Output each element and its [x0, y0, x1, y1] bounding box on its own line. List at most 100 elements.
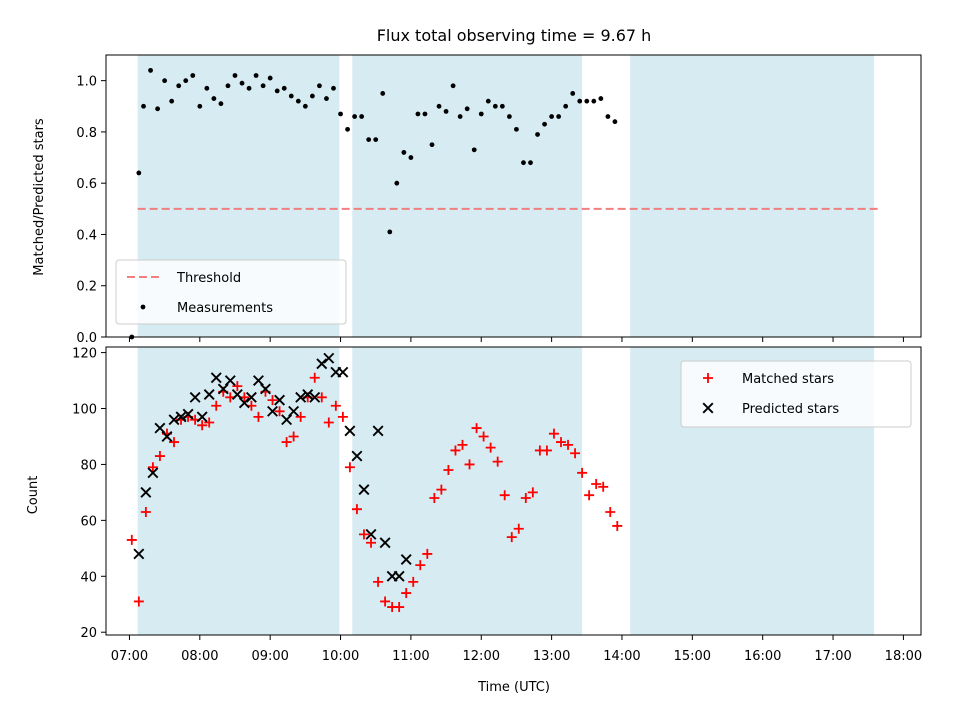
top-data-point [155, 106, 160, 112]
bottom-data-point [330, 400, 341, 411]
top-data-point [450, 83, 456, 89]
bottom-x-tick-label: 12:00 [463, 649, 500, 664]
top-data-point [197, 103, 203, 109]
bottom-data-point [612, 520, 623, 531]
top-legend-box [115, 259, 347, 325]
top-data-point [253, 73, 259, 78]
bottom-data-point [140, 486, 152, 498]
bottom-data-point [281, 414, 293, 426]
top-data-point [605, 114, 611, 119]
bottom-data-point [373, 576, 384, 587]
top-data-point [591, 98, 597, 104]
bottom-data-point [351, 504, 362, 515]
top-series-1 [129, 67, 618, 340]
bottom-data-point [253, 411, 264, 422]
bottom-data-point [274, 394, 286, 406]
bottom-x-tick-label: 13:00 [533, 649, 570, 664]
bottom-data-point [358, 529, 369, 540]
bottom-data-point [471, 423, 482, 434]
bottom-legend-box [680, 360, 912, 428]
top-data-point [514, 126, 519, 132]
top-data-point [274, 88, 280, 94]
top-chart-title: Flux total observing time = 9.67 h [377, 26, 652, 45]
bottom-data-point [436, 484, 447, 495]
bottom-data-point [267, 405, 278, 417]
bottom-data-point [591, 479, 602, 490]
bottom-data-point [217, 383, 229, 395]
top-data-point [577, 98, 583, 104]
bottom-data-point [168, 414, 180, 426]
top-data-point [401, 150, 407, 155]
bottom-data-point [400, 554, 412, 565]
top-axes-frame [105, 54, 922, 338]
top-data-point [506, 114, 512, 119]
top-data-point [556, 114, 562, 119]
top-data-point [176, 83, 182, 89]
bottom-series-2 [133, 352, 412, 582]
bottom-data-point [478, 431, 489, 442]
top-data-point [570, 91, 576, 96]
top-data-point [387, 229, 393, 235]
bottom-data-point [126, 534, 137, 545]
top-y-tick-label: 0.8 [76, 126, 97, 141]
bottom-data-point [203, 389, 215, 401]
bottom-data-point [182, 408, 194, 420]
bottom-data-point [555, 437, 566, 448]
top-data-point [331, 85, 336, 91]
bottom-data-point [147, 467, 159, 479]
top-y-tick-label: 0.0 [76, 331, 97, 346]
bottom-data-point [238, 397, 250, 409]
bottom-legend-handle [703, 373, 713, 383]
top-data-point [295, 98, 301, 104]
bottom-data-point [443, 465, 454, 476]
top-y-tick-label: 0.4 [76, 228, 97, 243]
top-data-point [464, 106, 470, 112]
top-data-point [218, 101, 224, 107]
top-data-point [317, 83, 322, 89]
top-data-point [563, 103, 569, 109]
bottom-y-tick-label: 80 [80, 458, 97, 473]
bottom-data-point [429, 492, 440, 503]
top-legend-label: Measurements [177, 301, 273, 316]
top-shaded-window [630, 55, 875, 337]
bottom-series-1 [126, 372, 623, 613]
bottom-legend-handle [702, 402, 714, 414]
bottom-x-tick-label: 10:00 [322, 649, 359, 664]
bottom-y-axis-label: Count [26, 476, 41, 515]
bottom-data-point [344, 425, 356, 437]
bottom-x-tick-label: 16:00 [744, 649, 781, 664]
top-data-point [478, 111, 484, 117]
top-data-point [373, 137, 379, 143]
bottom-x-tick-label: 14:00 [603, 649, 640, 664]
bottom-data-point [316, 392, 327, 403]
bottom-data-point [154, 451, 165, 462]
top-data-point [246, 85, 252, 91]
top-data-point [211, 96, 217, 101]
top-data-point [352, 114, 358, 119]
top-legend-handle [140, 304, 146, 310]
bottom-data-point [140, 506, 151, 517]
bottom-data-point [457, 439, 468, 450]
bottom-legend: Matched stars Predicted stars [680, 360, 912, 428]
top-data-point [169, 98, 175, 104]
top-plot-area: 0.0 0.2 0.4 0.6 0.8 1.0 Threshold Measurements [76, 54, 922, 346]
bottom-data-point [450, 445, 461, 456]
bottom-data-point [224, 375, 236, 387]
bottom-data-point [527, 487, 538, 498]
bottom-data-point [196, 411, 208, 423]
bottom-data-point [492, 456, 503, 467]
bottom-data-point [415, 560, 426, 571]
bottom-data-point [288, 431, 299, 442]
bottom-data-point [506, 532, 517, 543]
bottom-data-point [169, 437, 180, 448]
bottom-data-point [210, 372, 222, 384]
bottom-y-tick-label: 40 [80, 570, 97, 585]
bottom-data-point [147, 462, 158, 473]
bottom-data-point [161, 431, 173, 442]
top-data-point [394, 180, 400, 186]
top-y-tick-label: 0.2 [76, 280, 97, 295]
bottom-data-point [380, 596, 391, 607]
bottom-shaded-window [352, 347, 583, 635]
top-data-point [598, 96, 604, 101]
